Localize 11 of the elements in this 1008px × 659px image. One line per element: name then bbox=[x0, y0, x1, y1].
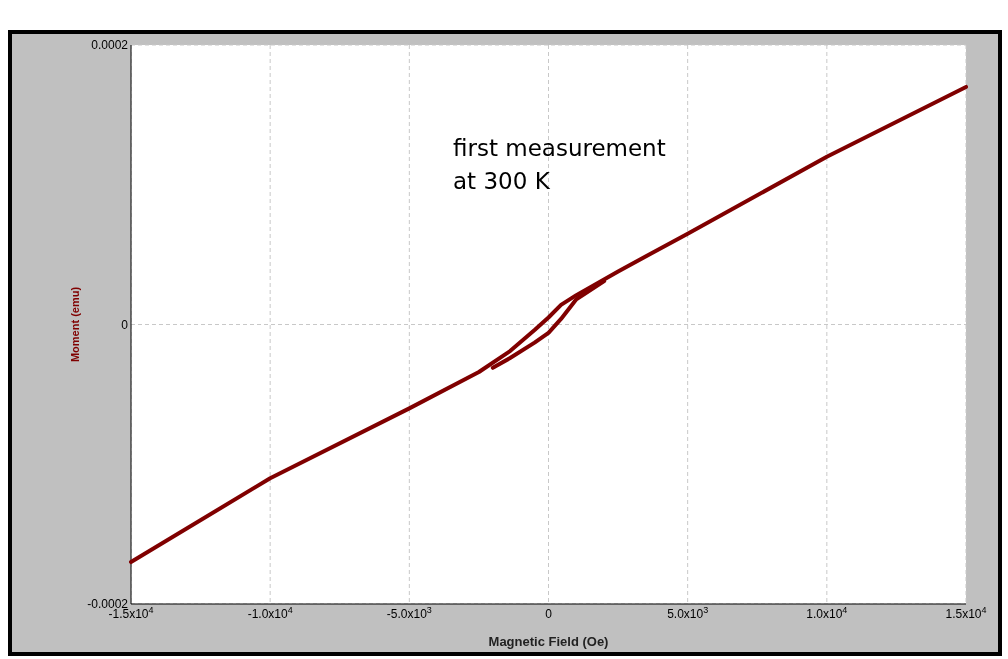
y-tick-label: 0.0002 bbox=[91, 38, 129, 52]
y-axis-title: Moment (emu) bbox=[69, 286, 81, 363]
x-tick-label: 1.5x10$^{4}$ bbox=[945, 605, 987, 621]
x-tick-label: 1.0x10$^{4}$ bbox=[806, 605, 848, 621]
x-axis-title: Magnetic Field (Oe) bbox=[488, 634, 609, 649]
x-tick-label: -1.0x10$^{4}$ bbox=[247, 605, 293, 621]
y-tick-label: 0 bbox=[121, 317, 129, 332]
x-tick-label: -5.0x10$^{3}$ bbox=[386, 605, 432, 621]
x-tick-label: 5.0x10$^{3}$ bbox=[667, 605, 709, 621]
x-tick-label: 0 bbox=[545, 607, 553, 621]
annotation: first measurement at 300 K bbox=[453, 135, 666, 194]
